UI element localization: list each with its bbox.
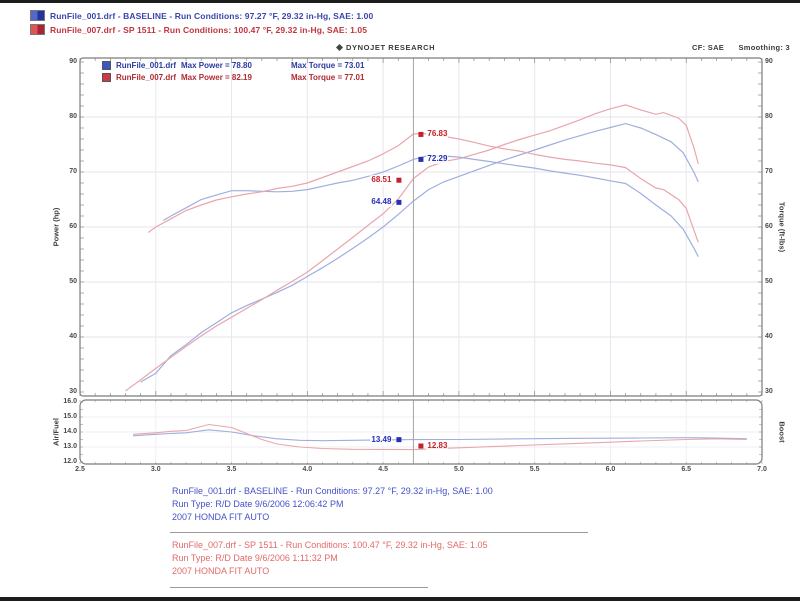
run1-header-row[interactable]: RunFile_001.drf - BASELINE - Run Conditi…: [30, 10, 373, 21]
torque-axis-title: Torque (ft-lbs): [777, 201, 787, 253]
legend-swatch-red-icon: [102, 73, 111, 82]
footer-red-line2: Run Type: R/D Date 9/6/2006 1:11:32 PM: [172, 553, 338, 563]
cursor-marker-icon: [418, 156, 424, 162]
run2-color-swatch-icon: [30, 24, 45, 35]
power-axis-title: Power (hp): [51, 207, 61, 247]
footer-red-line1: RunFile_007.drf - SP 1511 - Run Conditio…: [172, 540, 488, 550]
cursor-marker-icon: [418, 131, 424, 137]
main-panel-border: [79, 57, 763, 397]
airfuel-axis-title: Air/Fuel: [51, 418, 61, 446]
correction-settings: CF: SAE Smoothing: 3: [600, 43, 790, 52]
legend-row-baseline[interactable]: RunFile_001.drf Max Power = 78.80 Max To…: [102, 61, 364, 70]
power-baseline-curve: [140, 122, 699, 383]
airfuel-panel-border: [79, 399, 763, 465]
cursor-marker-icon: [396, 437, 402, 443]
airfuel-sp1511-curve: [132, 423, 747, 451]
footer-divider-1: [170, 532, 588, 533]
dynojet-brand: DYNOJET RESEARCH: [335, 43, 436, 52]
torque-baseline-curve: [163, 154, 699, 257]
correction-factor-label: CF: SAE: [691, 43, 725, 52]
cursor-marker-icon: [396, 199, 402, 205]
cursor-marker-icon: [396, 177, 402, 183]
run2-header-row[interactable]: RunFile_007.drf - SP 1511 - Run Conditio…: [30, 24, 367, 35]
window-bottom-edge: [0, 597, 800, 601]
run1-color-swatch-icon: [30, 10, 45, 21]
run1-header-text: RunFile_001.drf - BASELINE - Run Conditi…: [50, 10, 374, 21]
window-top-edge: [0, 0, 800, 3]
brand-text: DYNOJET RESEARCH: [346, 43, 436, 52]
footer-blue-line1: RunFile_001.drf - BASELINE - Run Conditi…: [172, 486, 493, 496]
legend-swatch-blue-icon: [102, 61, 111, 70]
legend-row-sp1511[interactable]: RunFile_007.drf Max Power = 82.19 Max To…: [102, 73, 364, 82]
power-sp1511-curve: [125, 104, 699, 392]
legend-max-torque-sp1511: Max Torque = 77.01: [290, 73, 365, 82]
run2-header-text: RunFile_007.drf - SP 1511 - Run Conditio…: [50, 24, 368, 35]
footer-blue-line3: 2007 HONDA FIT AUTO: [172, 512, 270, 522]
airfuel-baseline-curve: [132, 429, 747, 442]
legend-max-power-sp1511: Max Power = 82.19: [181, 73, 252, 82]
legend-max-power-baseline: Max Power = 78.80: [181, 61, 252, 70]
smoothing-label: Smoothing: 3: [738, 43, 790, 52]
boost-axis-title: Boost: [777, 421, 787, 443]
legend-max-torque-baseline: Max Torque = 73.01: [290, 61, 365, 70]
legend-file-sp1511: RunFile_007.drf: [116, 73, 177, 82]
footer-divider-2: [170, 587, 428, 588]
footer-blue-line2: Run Type: R/D Date 9/6/2006 12:06:42 PM: [172, 499, 344, 509]
footer-red-line3: 2007 HONDA FIT AUTO: [172, 566, 270, 576]
cursor-marker-icon: [418, 443, 424, 449]
legend-file-baseline: RunFile_001.drf: [116, 61, 177, 70]
torque-sp1511-curve: [147, 132, 699, 243]
